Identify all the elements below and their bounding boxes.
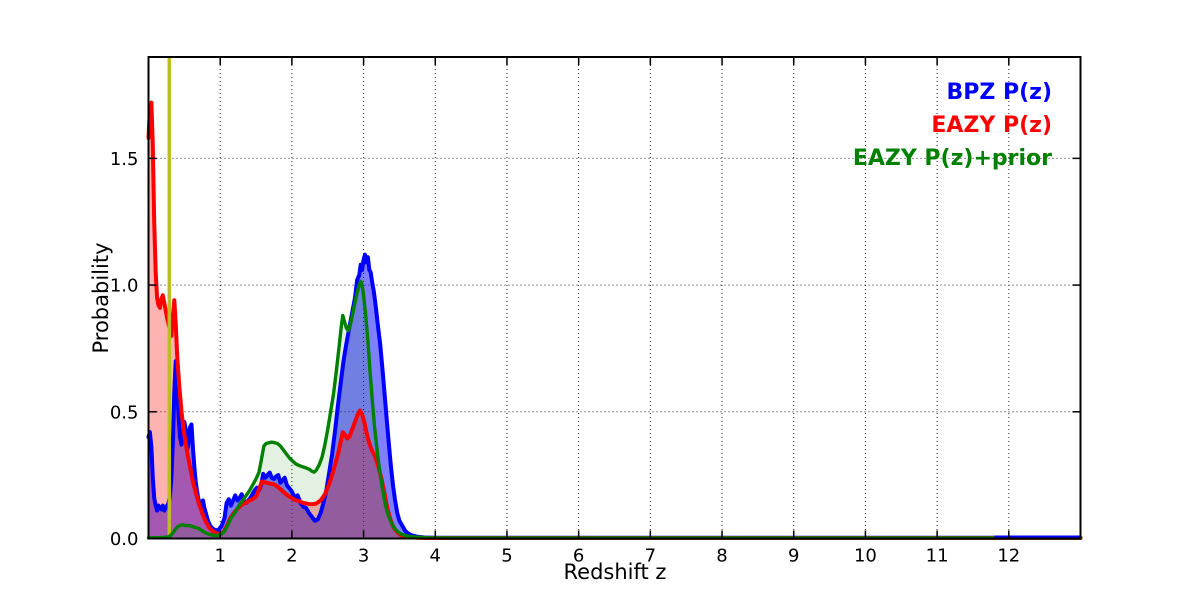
area-eazy-p-z-prior [148, 281, 1081, 539]
area-bpz-p-z- [148, 254, 1081, 539]
x-tick-label: 11 [926, 546, 949, 567]
x-tick-label: 12 [997, 546, 1020, 567]
y-tick-label: 1.5 [110, 149, 139, 170]
x-tick-label: 5 [501, 546, 512, 567]
x-tick-label: 8 [716, 546, 727, 567]
y-tick-label: 0.5 [110, 402, 139, 423]
x-tick-label: 1 [214, 546, 225, 567]
x-tick-label: 9 [788, 546, 799, 567]
x-tick-label: 10 [854, 546, 877, 567]
legend-entry-eazy-p-z-prior: EAZY P(z)+prior [852, 146, 1052, 171]
legend-entry-bpz-p-z-: BPZ P(z) [946, 80, 1052, 105]
x-axis-title: Redshift z [563, 560, 667, 584]
legend-entry-eazy-p-z-: EAZY P(z) [931, 113, 1052, 138]
y-tick-label: 1.0 [110, 276, 139, 297]
x-tick-label: 4 [430, 546, 441, 567]
y-tick-label: 0.0 [110, 529, 139, 550]
curve-eazy-p-z- [146, 100, 1083, 540]
axes-frame [147, 56, 1082, 540]
y-axis-title: Probability [89, 242, 113, 354]
x-tick-label: 6 [573, 546, 584, 567]
curve-bpz-p-z- [146, 252, 1083, 540]
legend: BPZ P(z) EAZY P(z) EAZY P(z)+prior [853, 76, 1052, 175]
x-tick-label: 2 [286, 546, 297, 567]
curve-eazy-p-z-prior [146, 279, 1083, 540]
x-tick-label: 3 [358, 546, 369, 567]
x-tick-label: 7 [645, 546, 656, 567]
